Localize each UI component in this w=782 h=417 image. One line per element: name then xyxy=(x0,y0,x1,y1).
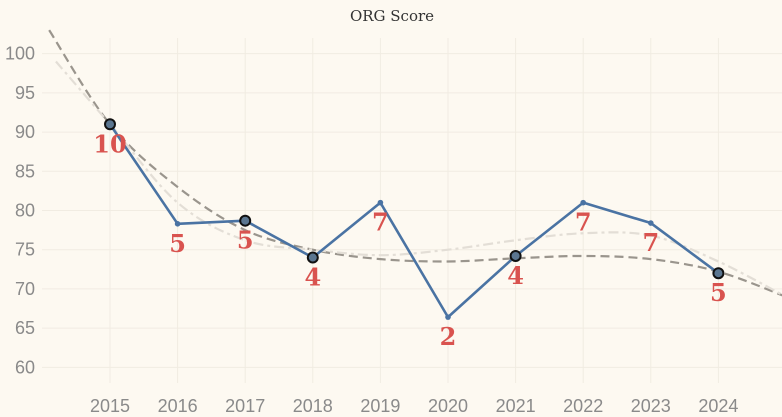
data-label: 2 xyxy=(440,322,457,351)
chart-title: ORG Score xyxy=(350,7,434,25)
x-tick-label: 2020 xyxy=(428,396,468,416)
data-label: 5 xyxy=(237,226,254,255)
data-point xyxy=(105,119,115,129)
y-tick-label: 60 xyxy=(15,357,35,377)
data-point xyxy=(308,253,318,263)
x-tick-label: 2022 xyxy=(563,396,603,416)
x-tick-label: 2024 xyxy=(698,396,738,416)
data-point xyxy=(580,200,586,206)
data-label: 7 xyxy=(372,208,389,237)
x-tick-label: 2015 xyxy=(90,396,130,416)
y-tick-label: 85 xyxy=(15,161,35,181)
x-tick-label: 2018 xyxy=(293,396,333,416)
data-label: 7 xyxy=(642,228,659,257)
x-tick-label: 2019 xyxy=(360,396,400,416)
x-axis-ticks: 2015 2016 2017 2018 2019 2020 2021 2022 2023 2024 xyxy=(90,396,738,416)
org-score-chart: ORG Score 6065707580859095100 2015 2016 20… xyxy=(0,0,782,417)
series xyxy=(105,119,723,320)
x-tick-label: 2017 xyxy=(225,396,265,416)
data-point xyxy=(445,314,451,320)
y-tick-label: 75 xyxy=(15,240,35,260)
y-tick-label: 80 xyxy=(15,201,35,221)
data-label: 5 xyxy=(710,278,727,307)
trendlines xyxy=(49,30,782,297)
data-point xyxy=(240,216,250,226)
y-axis-ticks: 60 65 70 75 80 85 90 95 100 xyxy=(5,44,35,378)
data-label: 7 xyxy=(575,208,592,237)
x-tick-label: 2016 xyxy=(158,396,198,416)
data-point xyxy=(713,268,723,278)
x-tick-label: 2021 xyxy=(496,396,536,416)
y-tick-label: 65 xyxy=(15,318,35,338)
y-tick-label: 70 xyxy=(15,279,35,299)
x-tick-label: 2023 xyxy=(631,396,671,416)
data-point xyxy=(378,200,384,206)
data-label: 10 xyxy=(93,129,126,158)
y-tick-label: 90 xyxy=(15,122,35,142)
y-tick-label: 100 xyxy=(5,44,35,64)
data-labels: 10 5 5 4 7 2 4 7 7 5 xyxy=(93,129,726,351)
trendline-dashed xyxy=(49,30,782,297)
data-label: 4 xyxy=(304,263,321,292)
data-point xyxy=(511,251,521,261)
y-tick-label: 95 xyxy=(15,83,35,103)
grid xyxy=(42,38,782,383)
data-label: 4 xyxy=(507,261,524,290)
data-label: 5 xyxy=(169,229,186,258)
data-point xyxy=(175,221,181,227)
data-point xyxy=(648,220,654,226)
